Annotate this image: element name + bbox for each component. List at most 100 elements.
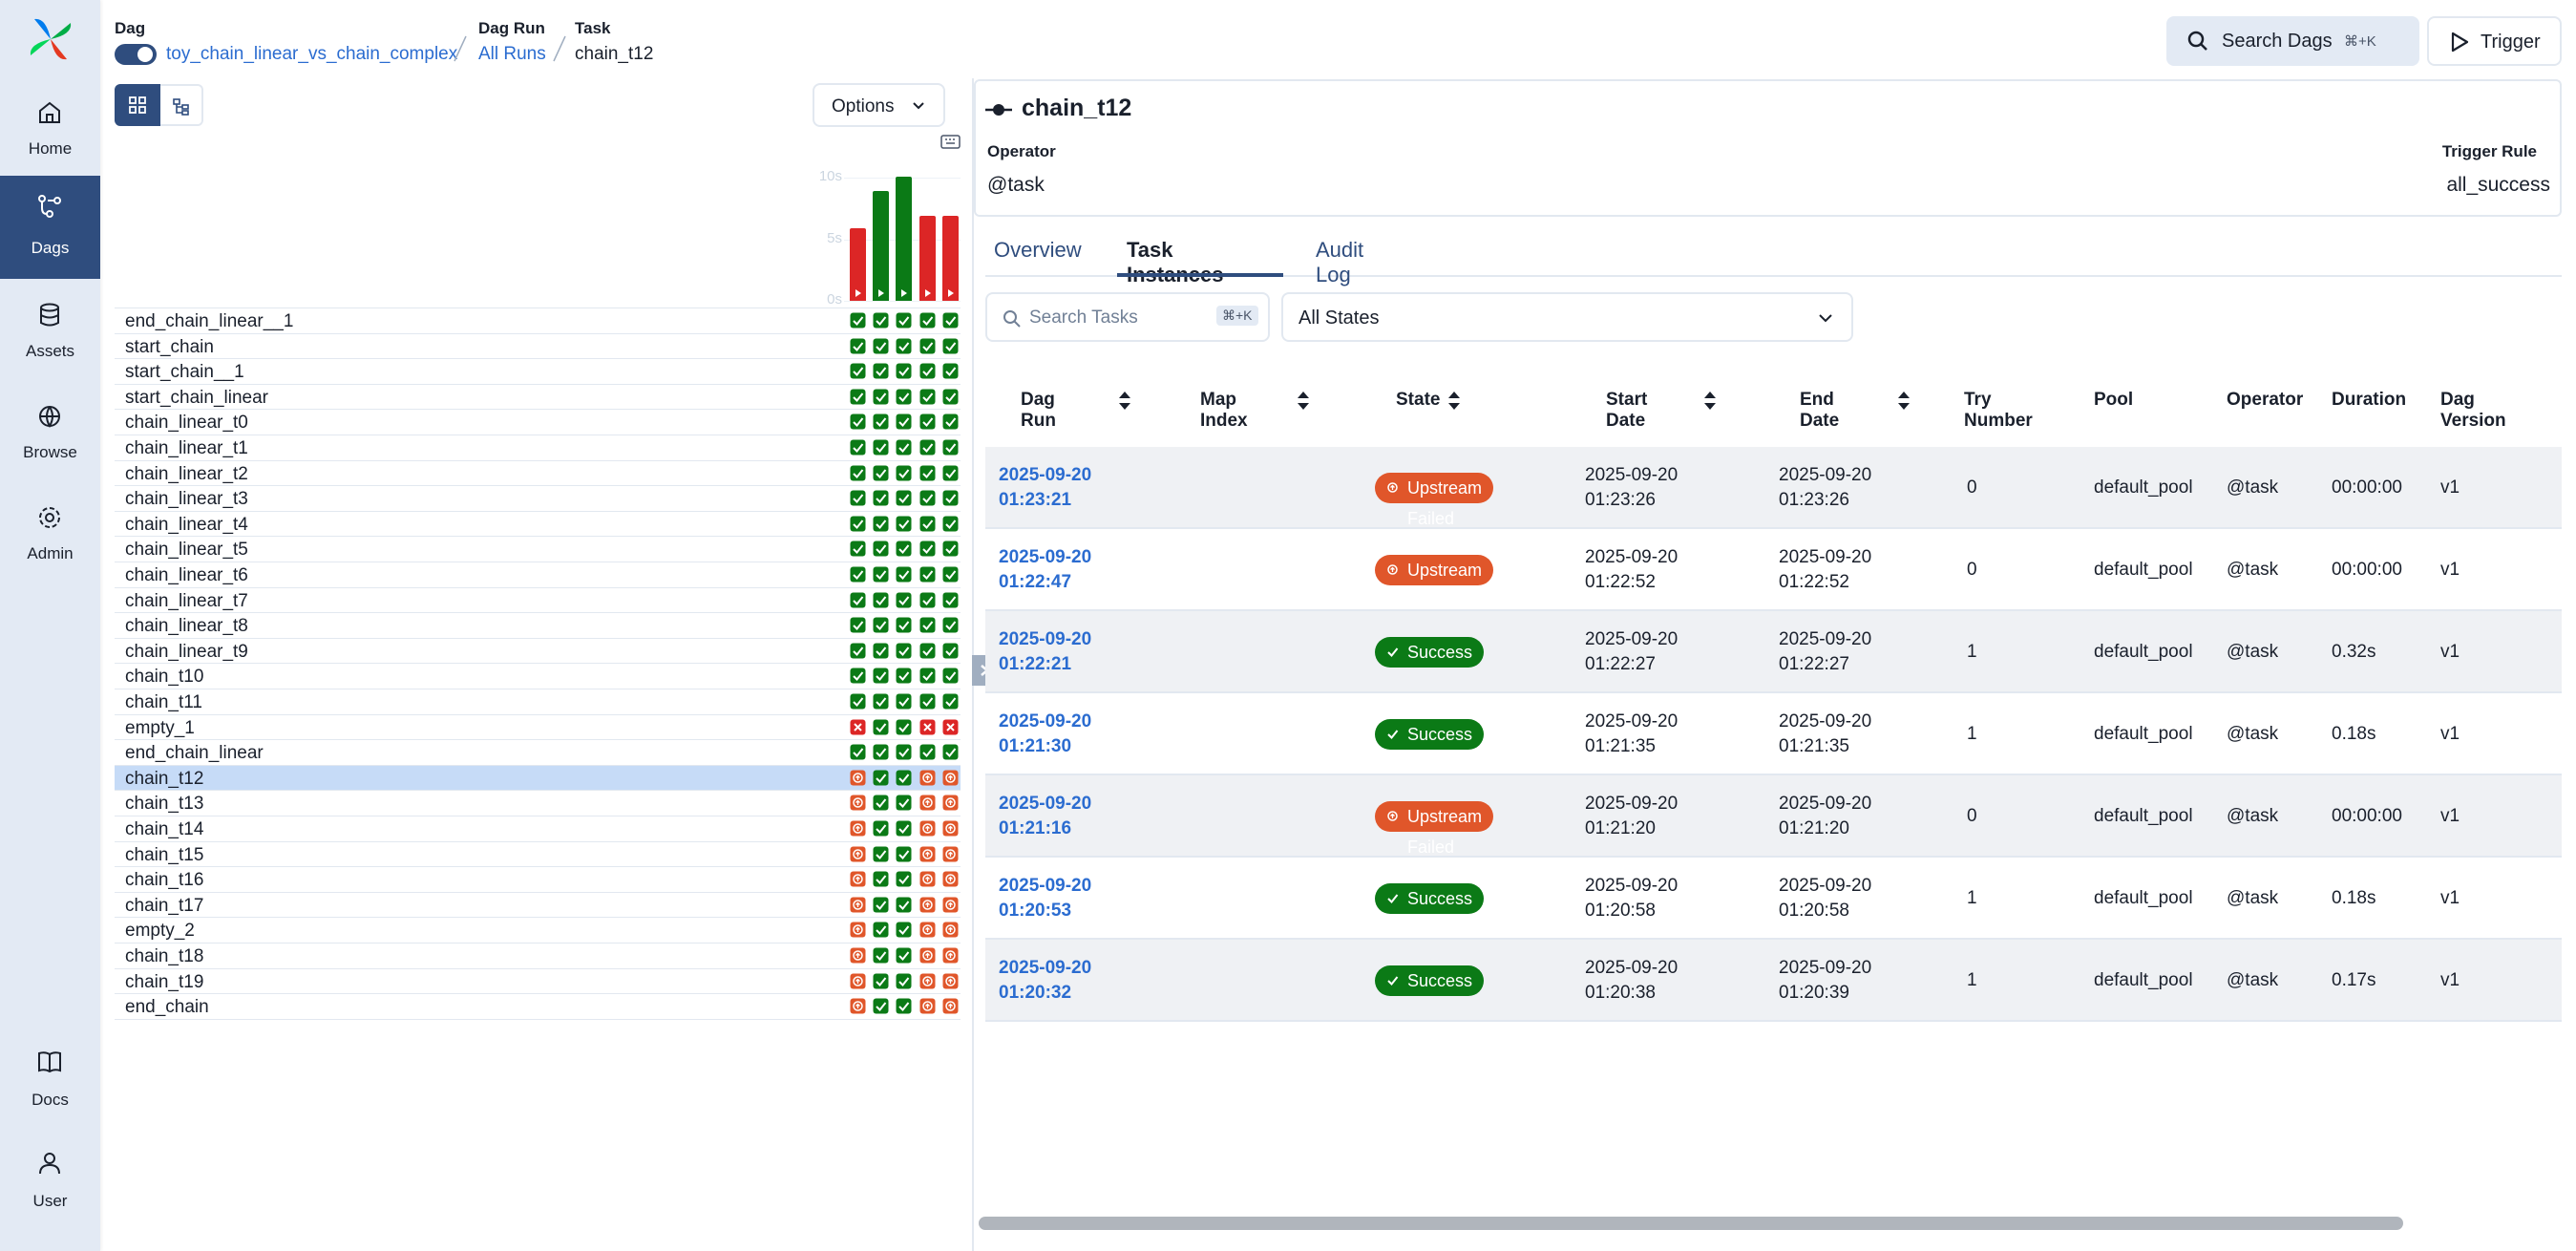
- h-scrollbar[interactable]: [979, 1217, 2403, 1230]
- task-instance-cell[interactable]: [942, 846, 959, 862]
- task-instance-cell[interactable]: [919, 413, 936, 430]
- task-instance-cell[interactable]: [896, 312, 912, 329]
- task-instance-cell[interactable]: [896, 516, 912, 532]
- task-instance-cell[interactable]: [919, 693, 936, 710]
- task-instance-cell[interactable]: [873, 439, 889, 456]
- task-instance-cell[interactable]: [873, 693, 889, 710]
- tab[interactable]: Overview: [994, 238, 1082, 262]
- dag-run-link[interactable]: 2025-09-20 01:22:21: [999, 629, 1092, 674]
- task-instance-cell[interactable]: [850, 998, 866, 1014]
- task-instance-cell[interactable]: [873, 795, 889, 811]
- task-instance-cell[interactable]: [942, 312, 959, 329]
- dag-run-link[interactable]: 2025-09-20 01:20:32: [999, 958, 1092, 1003]
- task-instance-cell[interactable]: [873, 947, 889, 964]
- task-instance-cell[interactable]: [896, 770, 912, 786]
- dag-id-link[interactable]: toy_chain_linear_vs_chain_complex: [166, 44, 458, 64]
- task-instance-cell[interactable]: [873, 643, 889, 659]
- task-instance-cell[interactable]: [850, 312, 866, 329]
- task-row[interactable]: chain_t10: [115, 663, 961, 689]
- task-instance-cell[interactable]: [919, 744, 936, 760]
- table-row[interactable]: [985, 611, 2562, 693]
- table-row[interactable]: [985, 858, 2562, 940]
- task-instance-cell[interactable]: [850, 413, 866, 430]
- duration-bar[interactable]: [850, 227, 866, 301]
- task-row[interactable]: chain_linear_t1: [115, 435, 961, 460]
- task-row[interactable]: empty_2: [115, 917, 961, 943]
- task-instance-cell[interactable]: [942, 897, 959, 913]
- task-instance-cell[interactable]: [942, 820, 959, 837]
- task-instance-cell[interactable]: [942, 363, 959, 379]
- task-instance-cell[interactable]: [873, 922, 889, 938]
- task-instance-cell[interactable]: [896, 922, 912, 938]
- table-row[interactable]: [985, 529, 2562, 611]
- task-instance-cell[interactable]: [919, 490, 936, 506]
- task-instance-cell[interactable]: [942, 516, 959, 532]
- task-instance-cell[interactable]: [873, 846, 889, 862]
- task-instance-cell[interactable]: [896, 566, 912, 583]
- task-instance-cell[interactable]: [896, 820, 912, 837]
- task-instance-cell[interactable]: [896, 846, 912, 862]
- dag-run-link[interactable]: 2025-09-20 01:22:47: [999, 547, 1092, 592]
- task-instance-cell[interactable]: [850, 490, 866, 506]
- task-instance-cell[interactable]: [850, 922, 866, 938]
- task-row[interactable]: chain_t18: [115, 943, 961, 968]
- task-instance-cell[interactable]: [896, 693, 912, 710]
- task-instance-cell[interactable]: [850, 566, 866, 583]
- task-row[interactable]: start_chain: [115, 332, 961, 359]
- dag-run-link[interactable]: 2025-09-20 01:20:53: [999, 876, 1092, 921]
- task-instance-cell[interactable]: [942, 413, 959, 430]
- task-instance-cell[interactable]: [873, 566, 889, 583]
- column-header[interactable]: Map Index: [1200, 390, 1248, 431]
- task-instance-cell[interactable]: [942, 338, 959, 354]
- task-instance-cell[interactable]: [896, 389, 912, 405]
- task-row[interactable]: end_chain_linear__1: [115, 307, 961, 333]
- task-instance-cell[interactable]: [896, 973, 912, 989]
- task-instance-cell[interactable]: [919, 770, 936, 786]
- task-instance-cell[interactable]: [873, 668, 889, 684]
- dag-run-link[interactable]: 2025-09-20 01:21:16: [999, 794, 1092, 838]
- search-tasks[interactable]: Search Tasks ⌘+K: [985, 292, 1270, 342]
- task-row[interactable]: chain_t19: [115, 967, 961, 994]
- task-instance-cell[interactable]: [873, 541, 889, 557]
- task-instance-cell[interactable]: [896, 338, 912, 354]
- task-instance-cell[interactable]: [942, 541, 959, 557]
- task-instance-cell[interactable]: [896, 413, 912, 430]
- task-instance-cell[interactable]: [942, 490, 959, 506]
- nav-item[interactable]: Assets: [0, 292, 100, 384]
- task-instance-cell[interactable]: [919, 643, 936, 659]
- task-instance-cell[interactable]: [919, 363, 936, 379]
- task-row[interactable]: chain_linear_t8: [115, 612, 961, 638]
- task-instance-cell[interactable]: [919, 795, 936, 811]
- task-instance-cell[interactable]: [850, 744, 866, 760]
- task-row[interactable]: chain_linear_t2: [115, 459, 961, 486]
- task-instance-cell[interactable]: [850, 770, 866, 786]
- task-instance-cell[interactable]: [896, 541, 912, 557]
- task-instance-cell[interactable]: [850, 592, 866, 608]
- task-instance-cell[interactable]: [942, 643, 959, 659]
- task-instance-cell[interactable]: [919, 439, 936, 456]
- task-instance-cell[interactable]: [873, 312, 889, 329]
- dag-run-link[interactable]: 2025-09-20 01:21:30: [999, 711, 1092, 756]
- task-instance-cell[interactable]: [850, 668, 866, 684]
- task-row[interactable]: chain_t13: [115, 790, 961, 816]
- tab[interactable]: Task Instances: [1127, 238, 1224, 286]
- task-instance-cell[interactable]: [942, 592, 959, 608]
- nav-item[interactable]: Browse: [0, 393, 100, 485]
- grid-view-button[interactable]: [115, 84, 160, 126]
- task-instance-cell[interactable]: [942, 744, 959, 760]
- task-instance-cell[interactable]: [850, 693, 866, 710]
- task-instance-cell[interactable]: [850, 820, 866, 837]
- task-instance-cell[interactable]: [850, 846, 866, 862]
- task-instance-cell[interactable]: [850, 338, 866, 354]
- task-instance-cell[interactable]: [873, 973, 889, 989]
- task-instance-cell[interactable]: [919, 846, 936, 862]
- task-instance-cell[interactable]: [873, 490, 889, 506]
- task-instance-cell[interactable]: [873, 413, 889, 430]
- task-instance-cell[interactable]: [850, 541, 866, 557]
- task-row[interactable]: start_chain_linear: [115, 383, 961, 410]
- logo[interactable]: [27, 15, 74, 63]
- options-button[interactable]: Options: [813, 83, 945, 127]
- task-instance-cell[interactable]: [942, 439, 959, 456]
- task-instance-cell[interactable]: [850, 617, 866, 633]
- task-row[interactable]: chain_linear_t4: [115, 510, 961, 537]
